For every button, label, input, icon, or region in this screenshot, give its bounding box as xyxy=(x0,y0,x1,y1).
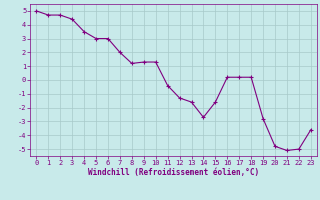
X-axis label: Windchill (Refroidissement éolien,°C): Windchill (Refroidissement éolien,°C) xyxy=(88,168,259,177)
